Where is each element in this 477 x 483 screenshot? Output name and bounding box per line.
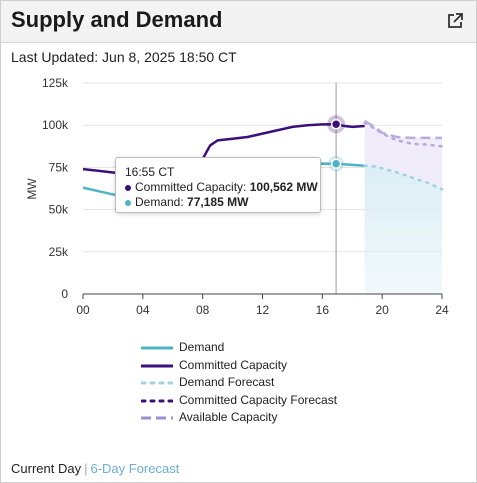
card-title: Supply and Demand [11,7,223,32]
tooltip-committed-value: 100,562 MW [249,180,318,194]
tooltip-demand-label: Demand: [135,195,184,209]
x-tick-label: 04 [136,303,150,317]
tab-current-day[interactable]: Current Day [11,461,82,476]
demand-marker [330,158,342,169]
legend-label-demand-forecast: Demand Forecast [179,375,275,389]
x-tick-label: 24 [435,303,449,317]
chart-tooltip: 16:55 CT Committed Capacity: 100,562 MW … [115,157,321,213]
committed-marker [330,119,342,130]
committed-dot-icon [125,184,131,191]
series-line-available-capacity [364,119,442,140]
y-tick-label: 125k [42,76,69,90]
y-axis-label: MW [25,178,39,200]
x-tick-label: 12 [256,303,270,317]
legend-item-demand[interactable]: Demand [141,339,337,357]
y-tick-label: 50k [49,203,69,217]
tooltip-committed-label: Committed Capacity: [135,180,247,194]
legend-item-demand-forecast[interactable]: Demand Forecast [141,374,337,392]
y-tick-label: 100k [42,118,69,132]
x-tick-label: 00 [76,303,90,317]
tooltip-committed-row: Committed Capacity: 100,562 MW [125,180,320,195]
tab-separator: | [84,461,88,476]
tooltip-demand-value: 77,185 MW [187,195,249,209]
tooltip-demand-row: Demand: 77,185 MW [125,195,320,210]
card-header: Supply and Demand [1,1,476,43]
series-line-demand-forecast [363,164,444,191]
external-link-icon[interactable] [446,12,464,30]
tooltip-time: 16:55 CT [125,165,175,179]
committed-forecast-swatch-icon [141,399,173,402]
demand-swatch-icon [141,346,173,350]
footer-tabs: Current Day | 6-Day Forecast [11,461,179,476]
x-tick-label: 20 [375,303,389,317]
y-tick-label: 25k [49,245,69,259]
y-tick-label: 0 [61,287,68,301]
x-tick-label: 16 [316,303,330,317]
available-swatch-icon [141,416,173,420]
tab-6-day-forecast[interactable]: 6-Day Forecast [90,461,180,476]
legend-label-available: Available Capacity [179,410,278,424]
legend-item-available[interactable]: Available Capacity [141,409,337,427]
axis-layer: 0 25k 50k 75k 100k 125k 00 04 08 12 16 20 24 [42,76,449,317]
committed-swatch-icon [141,364,173,367]
demand-forecast-area [364,165,442,294]
y-tick-label: 75k [49,160,69,174]
legend-item-committed[interactable]: Committed Capacity [141,357,337,375]
chart-legend: Demand Committed Capacity Demand Forecas… [141,339,337,427]
legend-label-committed: Committed Capacity [179,357,288,372]
demand-forecast-swatch-icon [141,381,173,385]
last-updated: Last Updated: Jun 8, 2025 18:50 CT [11,49,237,65]
x-tick-label: 08 [196,303,210,317]
legend-item-committed-forecast[interactable]: Committed Capacity Forecast [141,392,337,410]
legend-label-committed-forecast: Committed Capacity Forecast [179,392,338,407]
legend-label-demand: Demand [179,340,225,354]
forecast-band-layer [364,120,442,294]
demand-dot-icon [125,199,131,206]
